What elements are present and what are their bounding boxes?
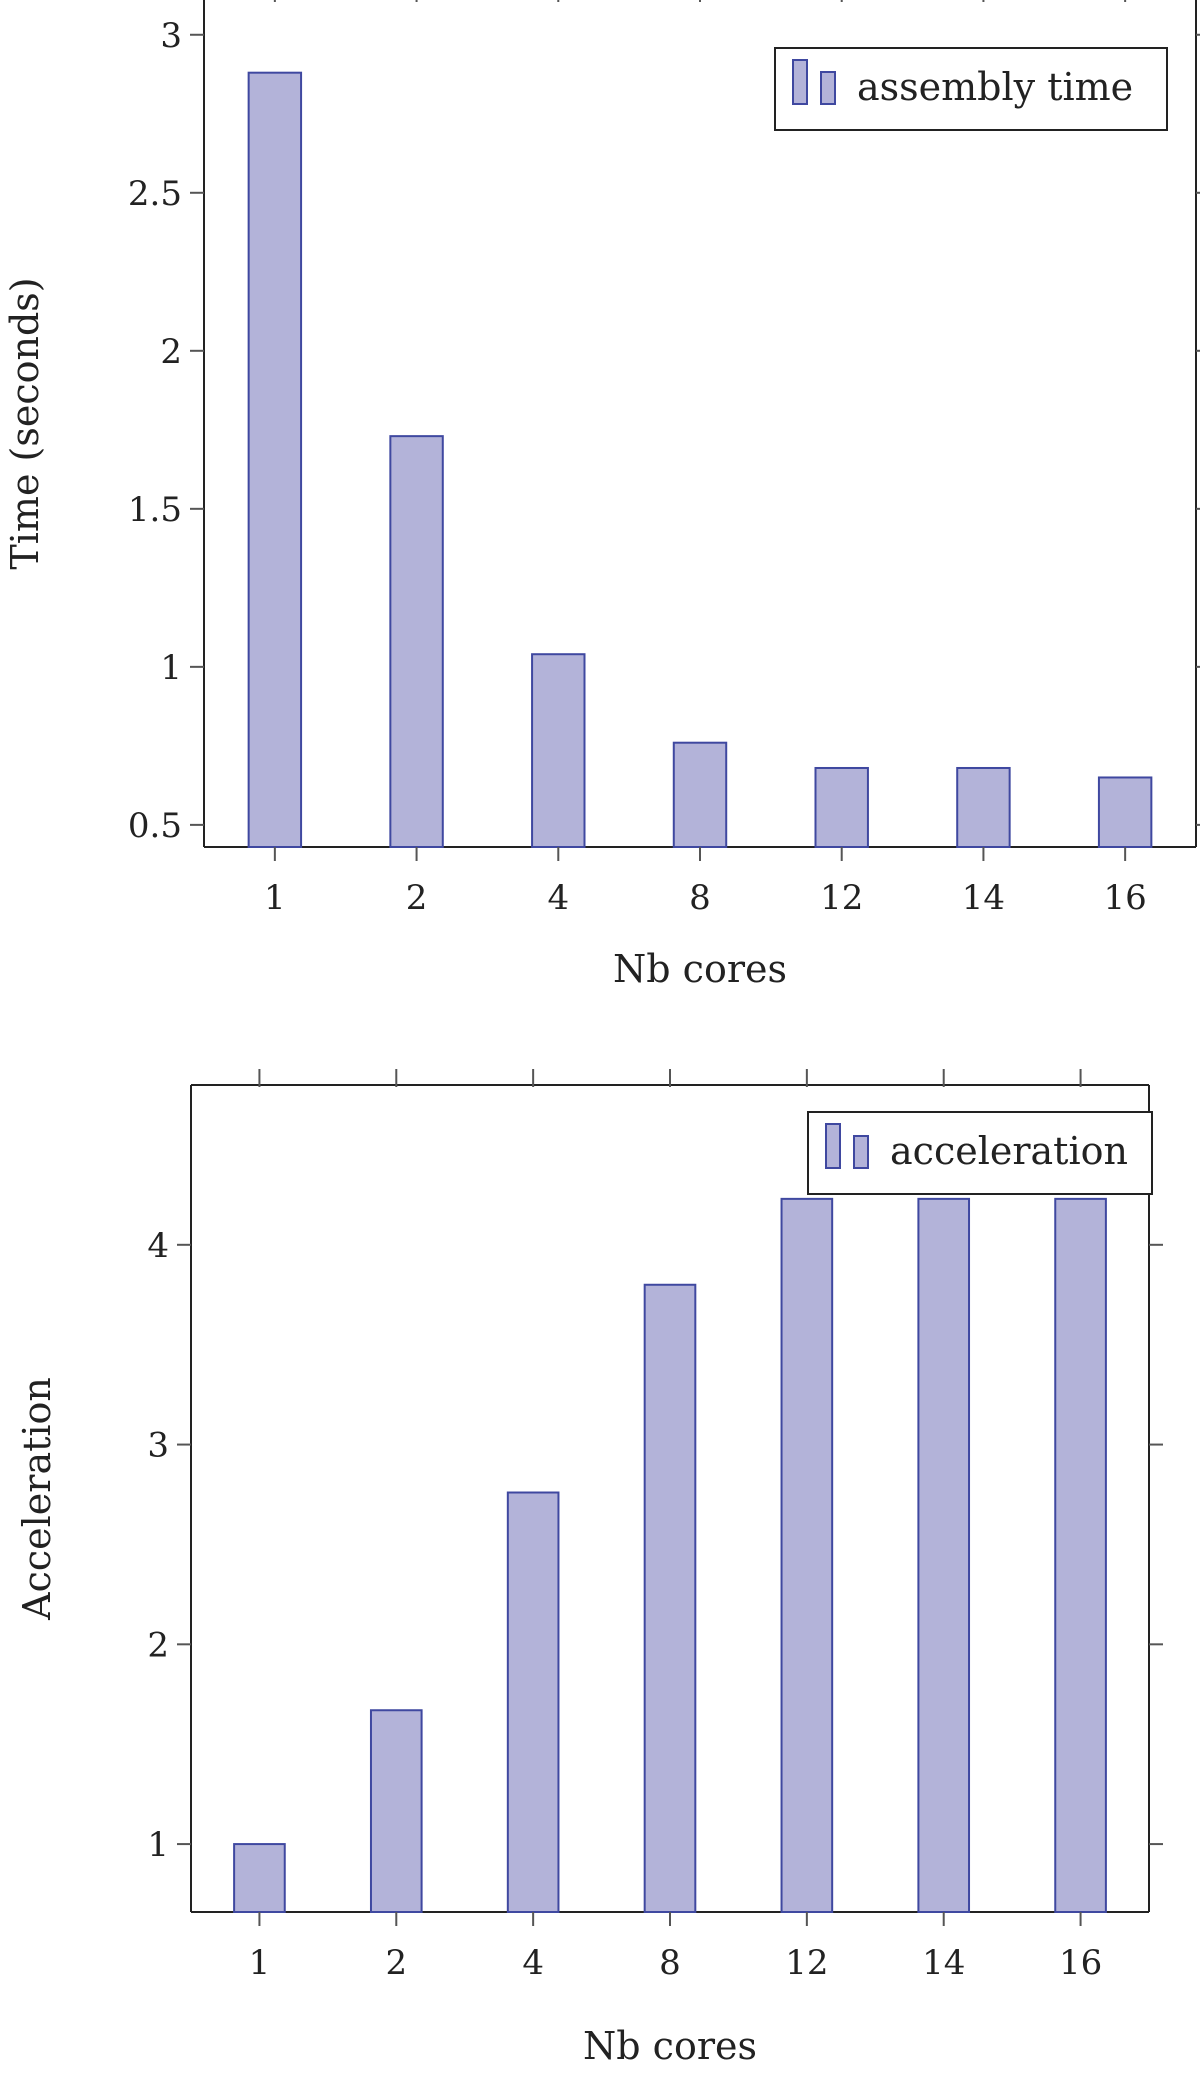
time-y-tick-label: 2.5 bbox=[128, 174, 182, 214]
acceleration-x-tick-label: 4 bbox=[522, 1943, 544, 1983]
acceleration-x-tick-label: 2 bbox=[385, 1943, 407, 1983]
time-bar-4 bbox=[531, 653, 586, 849]
time-legend: assembly time bbox=[774, 47, 1168, 131]
time-x-tick-label: 2 bbox=[406, 878, 428, 918]
time-legend-swatch-tall bbox=[792, 59, 808, 105]
time-x-tick-label: 1 bbox=[264, 878, 286, 918]
acceleration-bar-8 bbox=[643, 1283, 697, 1913]
time-bar-14 bbox=[956, 766, 1011, 849]
time-y-tick-label: 2 bbox=[160, 332, 182, 372]
time-x-tick-label: 4 bbox=[547, 878, 569, 918]
acceleration-bar-12 bbox=[780, 1197, 834, 1913]
acceleration-bar-2 bbox=[369, 1709, 423, 1914]
acceleration-y-axis-label: Acceleration bbox=[15, 1377, 59, 1621]
acceleration-x-tick-label: 1 bbox=[249, 1943, 271, 1983]
acceleration-legend-label: acceleration bbox=[890, 1129, 1128, 1173]
time-y-tick-label: 0.5 bbox=[128, 806, 182, 846]
acceleration-y-tick-label: 3 bbox=[147, 1426, 169, 1466]
time-y-tick-label: 1 bbox=[160, 648, 182, 688]
time-y-tick-label: 3 bbox=[160, 16, 182, 56]
acceleration-bar-1 bbox=[233, 1843, 286, 1914]
time-x-tick-label: 16 bbox=[1104, 878, 1147, 918]
acceleration-bar-16 bbox=[1054, 1197, 1107, 1913]
acceleration-y-tick-label: 2 bbox=[147, 1625, 169, 1665]
acceleration-legend-swatch-short bbox=[853, 1135, 869, 1169]
time-y-axis-label: Time (seconds) bbox=[3, 277, 47, 569]
time-x-tick-label: 12 bbox=[820, 878, 863, 918]
acceleration-y-tick-label: 4 bbox=[147, 1226, 169, 1266]
acceleration-legend-swatch-tall bbox=[825, 1123, 841, 1169]
time-legend-box bbox=[774, 47, 1168, 131]
acceleration-y-tick-label: 1 bbox=[147, 1825, 169, 1865]
acceleration-legend: acceleration bbox=[807, 1111, 1153, 1195]
time-x-axis-label: Nb cores bbox=[613, 947, 787, 991]
time-bar-1 bbox=[247, 71, 303, 848]
time-x-tick-label: 14 bbox=[962, 878, 1005, 918]
time-y-tick-label: 1.5 bbox=[128, 490, 182, 530]
time-bar-12 bbox=[814, 766, 869, 849]
time-legend-swatch-short bbox=[820, 71, 836, 105]
time-x-tick-label: 8 bbox=[689, 878, 711, 918]
acceleration-x-tick-label: 16 bbox=[1059, 1943, 1102, 1983]
acceleration-x-axis-label: Nb cores bbox=[583, 2024, 757, 2068]
time-legend-label: assembly time bbox=[857, 65, 1133, 109]
acceleration-bar-14 bbox=[917, 1197, 971, 1913]
time-bar-16 bbox=[1097, 776, 1153, 849]
acceleration-bar-4 bbox=[506, 1491, 560, 1913]
acceleration-x-tick-label: 14 bbox=[922, 1943, 965, 1983]
time-bar-8 bbox=[672, 741, 728, 848]
acceleration-x-tick-label: 8 bbox=[659, 1943, 681, 1983]
acceleration-x-tick-label: 12 bbox=[785, 1943, 828, 1983]
time-bar-2 bbox=[389, 435, 444, 848]
